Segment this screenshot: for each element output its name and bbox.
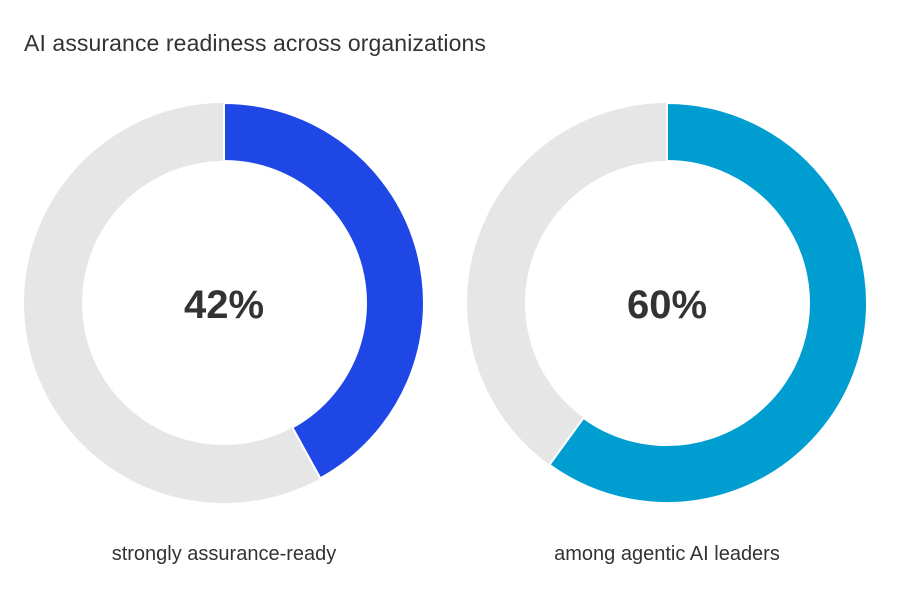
donut-value-arc-1 <box>223 101 425 480</box>
donut-center-value-1: 42% <box>184 283 264 327</box>
donut-chart-1: 42% <box>23 101 425 504</box>
donut-caption-2: among agentic AI leaders <box>554 543 780 565</box>
donut-caption-1: strongly assurance-ready <box>111 543 337 565</box>
donut-value-arc-2 <box>548 101 868 504</box>
donut-chart-2: 60% <box>467 101 868 504</box>
chart-title: AI assurance readiness across organizati… <box>24 30 486 56</box>
donut-center-value-2: 60% <box>627 283 707 327</box>
